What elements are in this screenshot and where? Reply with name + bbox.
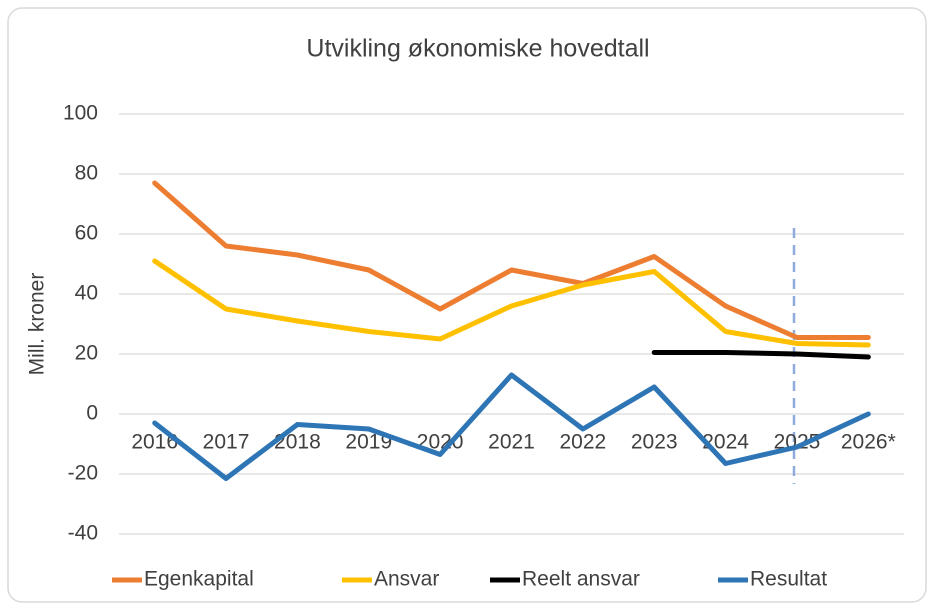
y-tick-label: -40 [68,522,98,545]
y-axis-label: Mill. kroner [26,273,49,376]
legend-label: Resultat [750,568,827,591]
y-tick-label: 80 [75,162,98,185]
series-line [152,258,871,348]
y-tick-label: 0 [86,402,98,425]
x-tick-label: 2019 [345,431,392,454]
series-line [651,350,871,360]
x-tick-label: 2023 [631,431,678,454]
y-tick-label: 100 [63,102,98,125]
y-tick-label: -20 [68,462,98,485]
legend-label: Reelt ansvar [522,568,640,591]
x-tick-label: 2021 [488,431,535,454]
series-line [152,372,871,481]
chart-frame [7,7,927,603]
x-tick-label: 2026* [841,431,896,454]
x-tick-label: 2017 [203,431,250,454]
chart-title: Utvikling økonomiske hovedtall [306,35,649,63]
y-tick-label: 60 [75,222,98,245]
y-tick-label: 20 [75,342,98,365]
series-line [152,180,871,340]
legend-label: Egenkapital [144,568,254,591]
x-tick-label: 2016 [131,431,178,454]
legend-label: Ansvar [374,568,439,591]
x-tick-label: 2024 [702,431,749,454]
y-tick-label: 40 [75,282,98,305]
x-tick-label: 2022 [560,431,607,454]
